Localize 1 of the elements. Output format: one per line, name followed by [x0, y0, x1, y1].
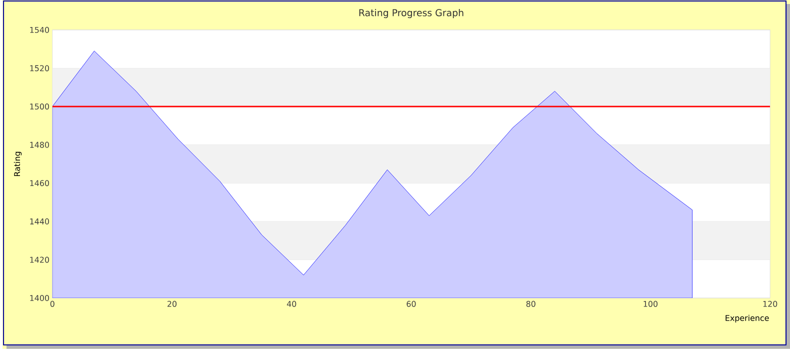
chart-title: Rating Progress Graph [359, 9, 464, 18]
